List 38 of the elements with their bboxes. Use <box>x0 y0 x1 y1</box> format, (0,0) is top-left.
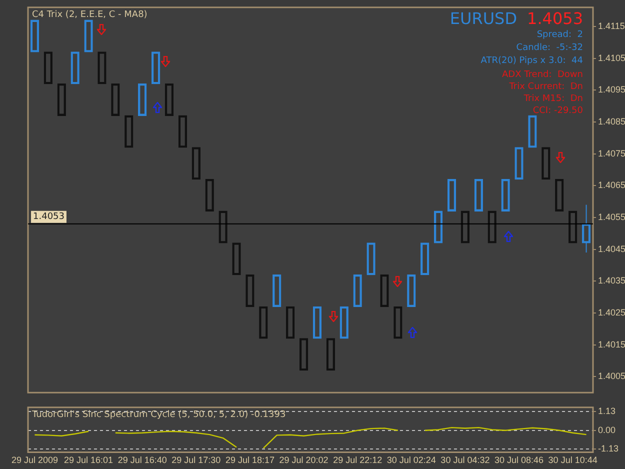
x-tick-label: 30 Jul 02:24 <box>386 455 436 466</box>
x-tick-label: 30 Jul 04:32 <box>440 455 490 466</box>
y-tick-label: 1.4025 <box>598 308 625 318</box>
x-tick-label: 30 Jul 08:46 <box>494 455 544 466</box>
annotation: ATR(20) Pips x 3.0: 44 <box>480 56 584 66</box>
x-tick-label: 29 Jul 16:40 <box>118 455 167 466</box>
y-tick-label: 1.4115 <box>598 20 625 31</box>
annotation: Candle: -5:-32 <box>516 43 583 53</box>
y-tick-label: -1.13 <box>598 444 619 454</box>
y-tick-label: 1.4065 <box>598 180 625 190</box>
y-tick-label: 1.4055 <box>598 212 625 222</box>
x-tick-label: 30 Jul 10:44 <box>548 455 598 466</box>
annotation: Spread: 2 <box>536 30 583 40</box>
y-tick-label: 0.00 <box>598 424 616 435</box>
ref-line-label: 1.4053 <box>33 212 64 222</box>
y-tick-label: 1.4005 <box>598 371 625 382</box>
annotation: Trix Current: Dn <box>508 82 583 92</box>
y-tick-label: 1.4105 <box>598 52 625 63</box>
annotation: 1.4053 <box>527 9 583 28</box>
x-tick-label: 29 Jul 17:30 <box>172 455 221 466</box>
x-tick-label: 29 Jul 16:01 <box>64 455 114 466</box>
chart-title: C4 Trix (2, E.E.E, C - MA8) <box>32 10 148 20</box>
y-tick-label: 1.4095 <box>598 84 625 95</box>
annotation: Trix M15: Dn <box>522 94 583 104</box>
annotation: ADX Trend: Down <box>502 70 583 80</box>
x-tick-label: 29 Jul 20:02 <box>279 455 328 466</box>
chart-title: TudorGirl's Sinc Spectrum Cycle (5, 50.0, 5, 2.0) -0.1393 <box>31 410 286 420</box>
annotation: CCI: -29.50 <box>532 106 584 116</box>
x-tick-label: 29 Jul 22:12 <box>333 455 382 466</box>
y-tick-label: 1.4045 <box>598 244 625 254</box>
y-tick-label: 1.4015 <box>598 339 625 350</box>
y-tick-label: 1.4085 <box>598 116 625 126</box>
x-tick-label: 29 Jul 2009 <box>11 455 58 466</box>
y-tick-label: 1.4075 <box>598 148 625 158</box>
annotation: EURUSD <box>450 9 518 28</box>
y-tick-label: 1.13 <box>598 406 616 416</box>
y-tick-label: 1.4035 <box>598 276 625 286</box>
x-tick-label: 29 Jul 18:17 <box>225 455 274 466</box>
